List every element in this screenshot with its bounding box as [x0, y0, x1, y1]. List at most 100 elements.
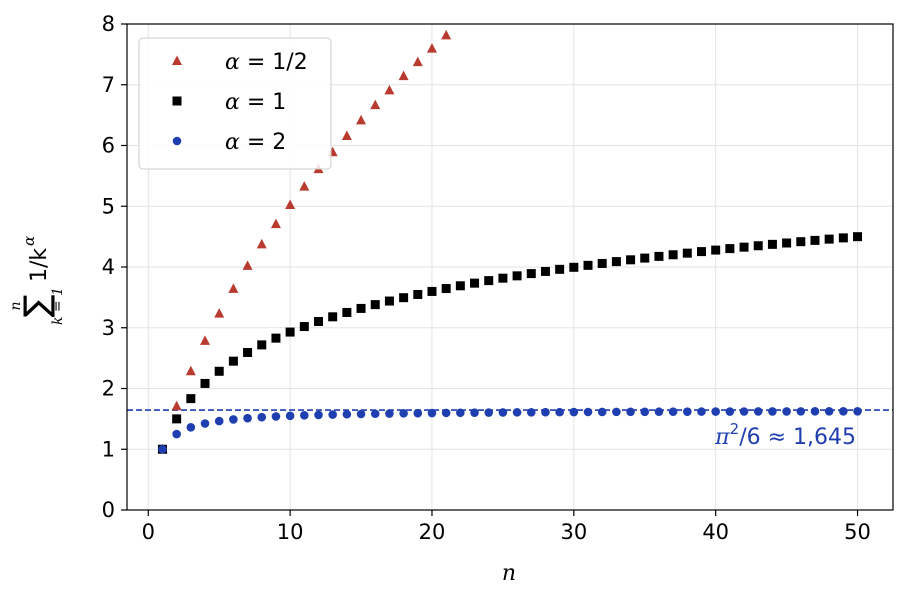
data-point — [426, 43, 437, 53]
data-point — [413, 289, 423, 299]
data-point — [243, 413, 252, 423]
x-tick-label: 30 — [560, 520, 587, 544]
data-point — [356, 114, 367, 125]
data-marks — [157, 29, 863, 454]
data-point — [484, 408, 494, 417]
data-point — [526, 269, 536, 279]
data-point — [810, 407, 820, 416]
data-point — [569, 407, 579, 417]
data-point — [555, 407, 564, 417]
data-point — [597, 407, 607, 417]
data-point — [185, 365, 196, 376]
data-point — [512, 408, 522, 417]
data-point — [300, 411, 309, 420]
data-point — [796, 407, 806, 416]
data-point — [583, 260, 593, 270]
annotation-pi-squared-over-6: π2/6 ≈ 1,645 — [714, 420, 856, 450]
x-tick-label: 40 — [702, 520, 729, 544]
data-point — [739, 242, 749, 252]
data-point — [853, 406, 862, 416]
data-point — [285, 327, 295, 337]
data-point — [569, 262, 579, 272]
data-point — [782, 238, 792, 248]
data-point — [824, 234, 834, 244]
legend-label-value: = 1 — [240, 90, 286, 115]
data-point — [611, 257, 621, 267]
data-point — [200, 419, 210, 428]
data-point — [370, 99, 381, 110]
data-point — [782, 407, 791, 416]
data-point — [838, 233, 848, 243]
data-point — [668, 407, 678, 416]
data-point — [399, 409, 408, 418]
data-point — [810, 235, 820, 245]
data-point — [725, 244, 735, 254]
legend-label-symbol: α — [225, 130, 240, 155]
y-axis-label-sum: ∑ — [17, 294, 57, 317]
data-point — [356, 409, 366, 419]
data-point — [697, 247, 706, 257]
y-tick-label: 0 — [102, 498, 115, 522]
data-point — [470, 278, 480, 288]
data-point — [767, 239, 777, 249]
data-point — [399, 293, 409, 303]
data-point — [214, 416, 224, 426]
data-point — [158, 444, 167, 454]
data-point — [711, 245, 721, 255]
legend-label-symbol: α — [225, 50, 240, 75]
y-tick-label: 4 — [102, 255, 115, 279]
data-point — [498, 273, 508, 283]
data-point — [328, 410, 337, 419]
legend-marker — [172, 96, 182, 106]
legend-item: α = 2 — [172, 130, 286, 155]
data-point — [526, 407, 536, 417]
data-point — [612, 407, 621, 417]
data-point — [427, 408, 437, 418]
data-point — [271, 333, 281, 343]
data-point — [796, 237, 806, 247]
data-point — [229, 415, 238, 424]
data-point — [171, 400, 182, 411]
data-point — [314, 410, 323, 420]
data-point — [270, 218, 281, 229]
data-point — [824, 407, 834, 416]
y-tick-label: 3 — [102, 316, 115, 340]
legend-label-value: = 1/2 — [240, 50, 308, 75]
data-point — [328, 312, 338, 322]
data-point — [626, 407, 635, 417]
data-point — [668, 250, 678, 260]
data-point — [228, 356, 238, 366]
y-axis-label-exponent: α — [20, 236, 38, 246]
y-tick-label: 2 — [102, 377, 115, 401]
series-3 — [158, 406, 862, 454]
data-point — [243, 347, 253, 357]
data-point — [540, 266, 550, 276]
data-point — [384, 84, 395, 95]
data-point — [498, 408, 508, 417]
legend-marker — [172, 136, 182, 146]
y-tick-label: 8 — [102, 12, 115, 36]
data-point — [441, 29, 452, 40]
data-point — [697, 407, 706, 416]
data-point — [853, 232, 863, 242]
data-point — [257, 412, 267, 422]
data-point — [711, 407, 720, 416]
svg-text:π2/6 ≈ 1,645: π2/6 ≈ 1,645 — [714, 420, 856, 450]
data-point — [725, 407, 735, 416]
x-tick-label: 10 — [277, 520, 304, 544]
data-point — [683, 407, 692, 416]
y-tick-label: 7 — [102, 73, 115, 97]
data-point — [412, 56, 423, 67]
data-point — [384, 296, 394, 306]
y-axis-label: ∑ n k = 1 1/k α — [8, 236, 66, 325]
data-point — [200, 378, 210, 388]
data-point — [200, 335, 211, 345]
data-point — [753, 241, 763, 251]
y-axis-label-lower: k = 1 — [50, 287, 66, 325]
legend-label: α = 2 — [225, 130, 286, 155]
legend: α = 1/2α = 1α = 2 — [138, 37, 332, 170]
data-point — [271, 412, 281, 421]
data-point — [768, 407, 777, 416]
annotation-sup: 2 — [730, 420, 740, 438]
